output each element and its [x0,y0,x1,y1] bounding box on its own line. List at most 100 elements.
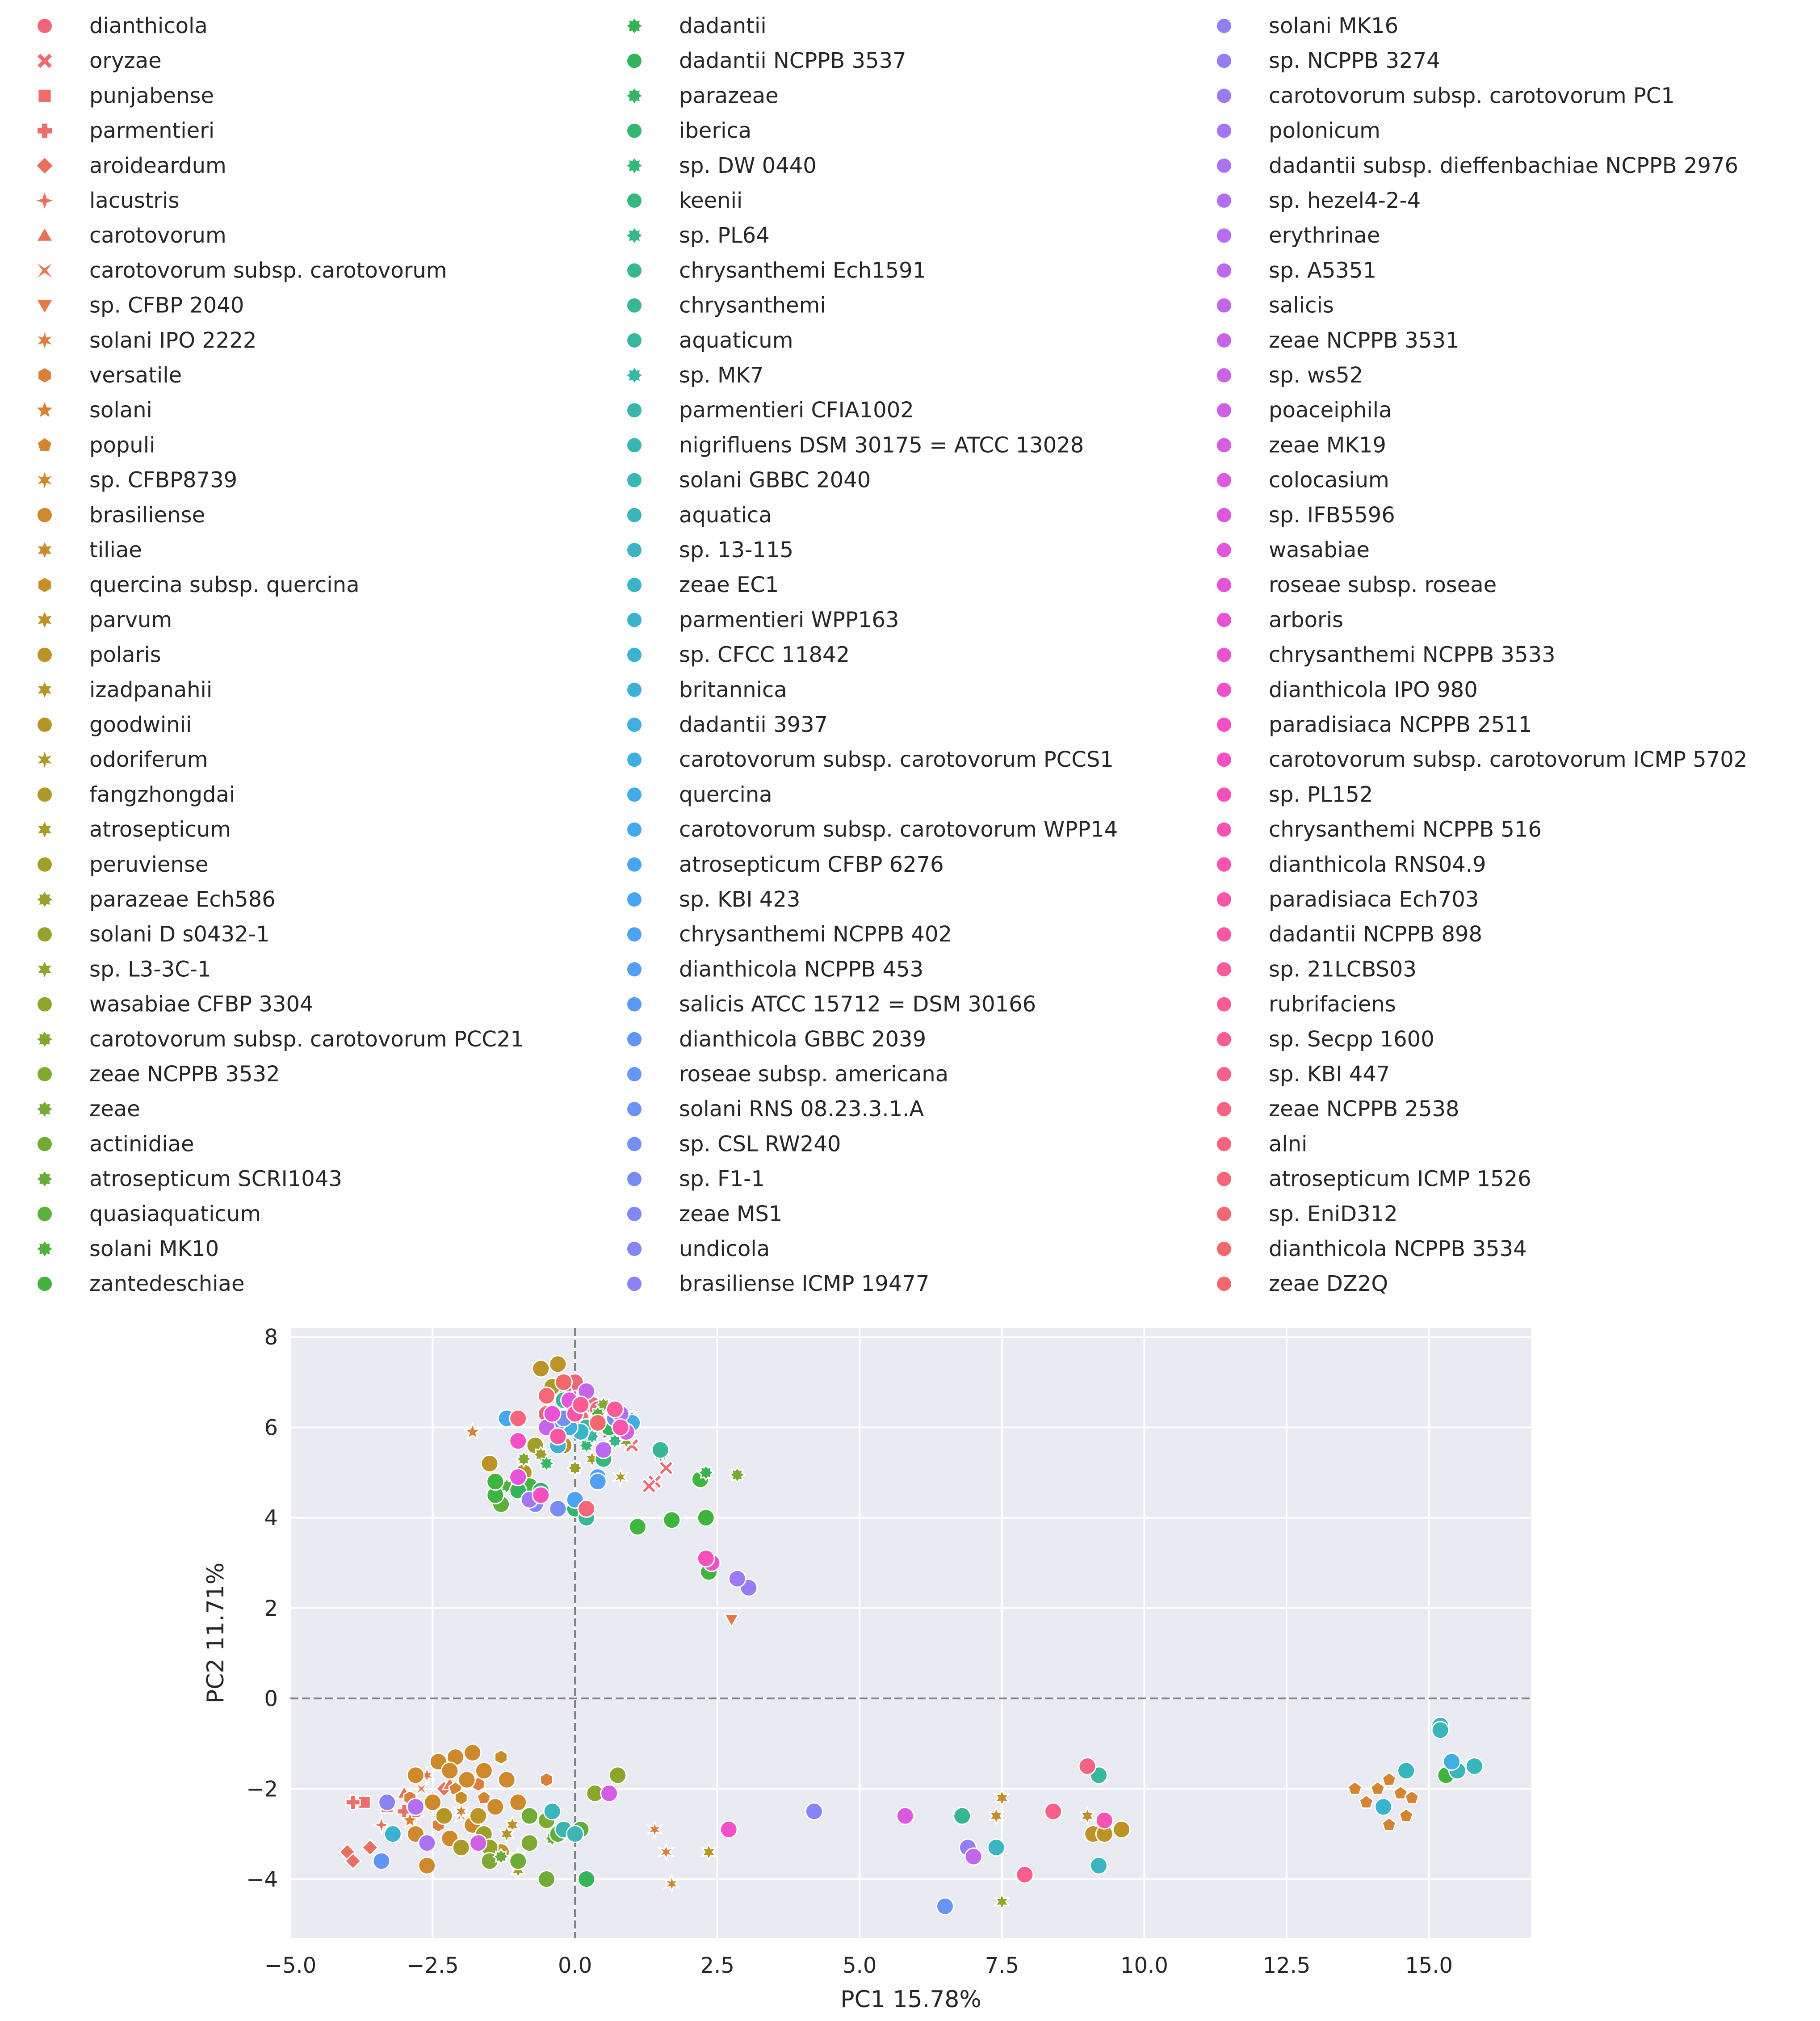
legend-label: solani D s0432-1 [89,922,269,947]
series-67 [935,1897,954,1916]
data-point [663,1873,681,1895]
legend-marker [1217,193,1231,208]
series-15 [988,1788,1011,1826]
legend-label: atrosepticum ICMP 1526 [1269,1167,1531,1192]
legend-item: zeae NCPPB 2538 [1217,1097,1459,1122]
legend-label: arboris [1269,607,1343,632]
legend-marker [627,822,642,837]
data-points [338,1355,1484,1916]
data-point [1044,1802,1063,1821]
legend-marker [627,962,642,977]
data-point [723,1613,740,1628]
legend-item: izadpanahii [38,677,212,702]
legend-label: chrysanthemi [679,293,826,318]
legend-item: zeae EC1 [627,572,779,597]
series-81 [594,1441,613,1459]
legend-marker [1217,752,1231,767]
legend-item: parmentieri [38,118,214,143]
series-95 [532,1486,550,1504]
data-point [1095,1811,1114,1830]
legend-item: zeae NCPPB 3531 [1217,328,1459,353]
legend-label: zeae DZ2Q [1269,1271,1388,1296]
legend-item: brasiliense ICMP 19477 [627,1271,929,1296]
legend-item: sp. Secpp 1600 [1217,1027,1434,1052]
data-point [805,1802,823,1821]
data-point [486,1798,505,1816]
legend-label: zeae NCPPB 3531 [1269,328,1459,353]
legend-item: chrysanthemi NCPPB 3533 [1217,643,1556,668]
legend-marker [37,158,53,174]
legend-label: zeae NCPPB 2538 [1269,1097,1459,1122]
data-point [1079,1806,1096,1826]
legend-marker [627,578,642,592]
data-point [696,1549,715,1568]
legend-marker [627,613,642,627]
data-point [719,1820,738,1839]
legend-item: salicis [1217,293,1334,318]
legend-marker [1217,158,1231,173]
data-point [344,1852,362,1870]
data-point [372,1852,391,1870]
legend-label: tiliae [89,538,142,563]
data-point [406,1798,425,1816]
legend-label: sp. KBI 423 [679,887,800,912]
data-point [378,1793,397,1812]
legend-label: sp. EniD312 [1269,1202,1398,1227]
data-point [418,1856,436,1875]
data-point [1398,1808,1414,1823]
legend-marker [38,438,52,451]
legend-marker [627,1277,642,1291]
data-point [532,1486,550,1504]
legend-item: carotovorum subsp. carotovorum [38,258,447,283]
y-tick-label: −4 [246,1867,278,1892]
data-point [549,1499,567,1518]
series-106 [509,1409,528,1428]
legend-label: parmentieri CFIA1002 [679,398,914,423]
data-point [520,1807,539,1825]
data-point [406,1766,425,1785]
legend-marker [1217,368,1231,382]
legend-marker [38,1206,52,1221]
series-98 [611,1418,630,1437]
legend-item: atrosepticum SCRI1043 [37,1167,342,1192]
legend-marker [37,1032,52,1047]
legend-marker [627,647,642,662]
legend-item: oryzae [38,48,162,73]
legend-marker [38,961,52,977]
data-point [987,1838,1006,1857]
legend-item: chrysanthemi NCPPB 402 [627,922,952,947]
legend-label: carotovorum subsp. carotovorum PCCS1 [679,747,1114,772]
legend-item: goodwinii [38,712,192,737]
x-tick-label: −5.0 [264,1953,317,1978]
legend-label: rubrifaciens [1269,992,1396,1017]
legend-marker [38,1137,52,1151]
legend-label: carotovorum [89,223,226,248]
data-point [457,1770,476,1789]
x-tick-label: 15.0 [1405,1953,1453,1978]
legend-marker [627,193,642,208]
legend-item: solani MK10 [37,1236,219,1261]
legend-marker [627,682,642,697]
legend-item: arboris [1217,607,1343,632]
series-32 [509,1807,556,1889]
legend-label: solani GBBC 2040 [679,468,871,493]
legend-item: sp. CFCC 11842 [627,643,850,668]
legend-item: sp. IFB5596 [1217,503,1395,528]
legend-item: sp. hezel4-2-4 [1217,188,1421,213]
data-point [504,1815,521,1835]
data-point [474,1761,493,1780]
legend-marker [1217,1102,1231,1117]
legend-item: erythrinae [1217,223,1380,248]
legend-label: roseae subsp. roseae [1269,572,1497,597]
legend-marker [38,508,52,522]
series-82 [964,1847,983,1866]
data-point [935,1897,954,1916]
legend-marker [37,402,53,417]
legend-label: dianthicola NCPPB 3534 [1269,1236,1527,1261]
data-point [697,1464,715,1482]
data-point [400,1810,419,1829]
legend-marker [1217,822,1231,837]
data-point [651,1441,670,1459]
data-point [1381,1772,1397,1786]
